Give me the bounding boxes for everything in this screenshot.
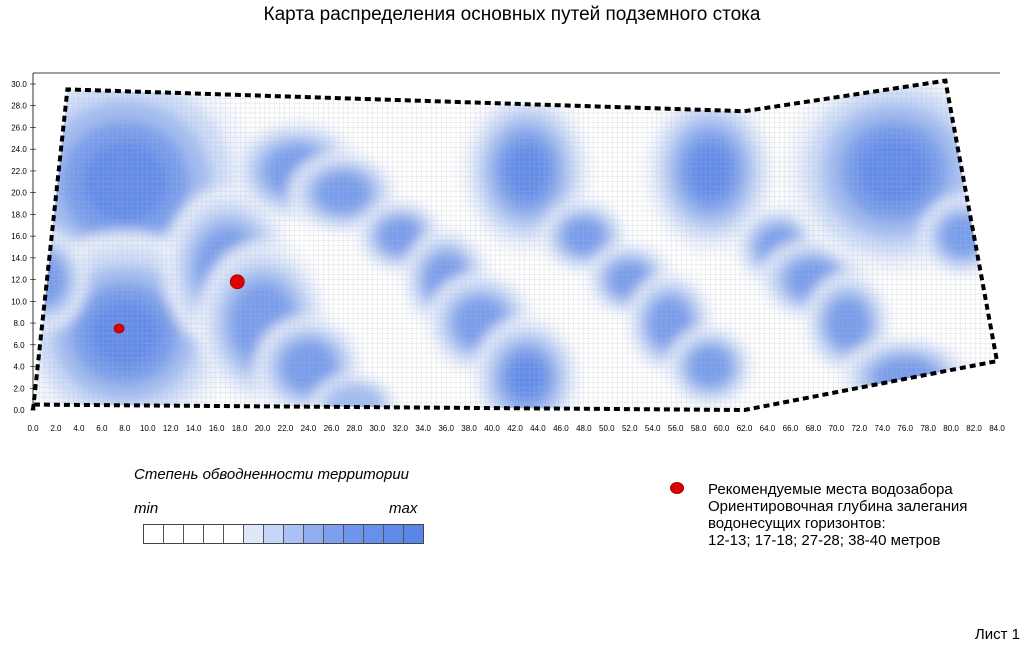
x-tick-label: 60.0 — [714, 424, 730, 433]
area-boundary — [31, 78, 1000, 413]
scale-cell — [284, 525, 304, 543]
map-frame — [32, 72, 1000, 410]
color-scale-bar — [143, 524, 424, 544]
y-tick-label: 18.0 — [11, 210, 27, 219]
scale-cell — [224, 525, 244, 543]
x-tick-label: 64.0 — [760, 424, 776, 433]
y-tick-label: 6.0 — [13, 341, 25, 350]
scale-cell — [324, 525, 344, 543]
x-tick-label: 46.0 — [553, 424, 569, 433]
x-tick-label: 8.0 — [119, 424, 131, 433]
scale-cell — [164, 525, 184, 543]
y-tick-label: 16.0 — [11, 232, 27, 241]
x-tick-label: 0.0 — [27, 424, 39, 433]
y-tick-label: 24.0 — [11, 145, 27, 154]
x-tick-label: 80.0 — [943, 424, 959, 433]
x-tick-label: 50.0 — [599, 424, 615, 433]
well-marker — [113, 323, 125, 334]
x-tick-label: 48.0 — [576, 424, 592, 433]
y-tick-label: 26.0 — [11, 123, 27, 132]
x-tick-label: 12.0 — [163, 424, 179, 433]
x-tick-label: 14.0 — [186, 424, 202, 433]
y-tick-label: 22.0 — [11, 167, 27, 176]
x-tick-label: 58.0 — [691, 424, 707, 433]
x-tick-label: 6.0 — [96, 424, 108, 433]
x-tick-label: 4.0 — [73, 424, 85, 433]
x-tick-label: 18.0 — [232, 424, 248, 433]
scale-cell — [144, 525, 164, 543]
y-tick-label: 30.0 — [11, 80, 27, 89]
x-tick-label: 52.0 — [622, 424, 638, 433]
x-tick-label: 26.0 — [324, 424, 340, 433]
x-tick-label: 54.0 — [645, 424, 661, 433]
scale-max-label: max — [389, 500, 418, 517]
legend-line: Рекомендуемые места водозабора — [708, 481, 953, 498]
scale-cell — [344, 525, 364, 543]
wells-layer — [113, 274, 245, 334]
x-tick-label: 44.0 — [530, 424, 546, 433]
x-tick-label: 74.0 — [874, 424, 890, 433]
y-tick-label: 14.0 — [11, 254, 27, 263]
scale-cell — [364, 525, 384, 543]
scale-min-label: min — [134, 500, 159, 517]
legend-line: водонесущих горизонтов: — [708, 515, 886, 532]
y-axis-ticks: 0.0 2.0 4.0 6.0 8.0 10.0 12.0 14.0 16.0 18.0 20.0 2… — [11, 80, 36, 415]
legend-line: 12-13; 17-18; 27-28; 38-40 метров — [708, 532, 941, 549]
x-tick-label: 20.0 — [255, 424, 271, 433]
y-tick-label: 4.0 — [13, 363, 25, 372]
x-tick-label: 2.0 — [50, 424, 62, 433]
well-legend-marker — [670, 482, 684, 494]
x-tick-label: 38.0 — [461, 424, 477, 433]
x-tick-label: 32.0 — [392, 424, 408, 433]
x-tick-label: 82.0 — [966, 424, 982, 433]
well-marker — [229, 274, 245, 290]
y-tick-label: 0.0 — [13, 406, 25, 415]
x-axis-ticks: 0.0 2.0 4.0 6.0 8.0 10.0 12.0 14.0 16.0 18.0 20.0 2… — [27, 424, 1005, 433]
scale-title: Степень обводненности территории — [134, 466, 410, 483]
scale-cell — [404, 525, 423, 543]
x-tick-label: 36.0 — [438, 424, 454, 433]
x-tick-label: 56.0 — [668, 424, 684, 433]
x-tick-label: 62.0 — [737, 424, 753, 433]
y-tick-label: 10.0 — [11, 297, 27, 306]
y-tick-label: 20.0 — [11, 189, 27, 198]
x-tick-label: 84.0 — [989, 424, 1005, 433]
zones-layer — [33, 80, 997, 410]
x-tick-label: 42.0 — [507, 424, 523, 433]
scale-cell — [244, 525, 264, 543]
x-tick-label: 66.0 — [783, 424, 799, 433]
x-tick-label: 34.0 — [415, 424, 431, 433]
legend-line: Ориентировочная глубина залегания — [708, 498, 968, 515]
x-tick-label: 76.0 — [897, 424, 913, 433]
scale-cell — [264, 525, 284, 543]
x-tick-label: 24.0 — [301, 424, 317, 433]
x-tick-label: 22.0 — [278, 424, 294, 433]
groundwater-map: 0.0 2.0 4.0 6.0 8.0 10.0 12.0 14.0 16.0 18.0 20.0 2… — [11, 72, 1005, 433]
legend-text: Рекомендуемые места водозабора Ориентиро… — [708, 481, 967, 549]
x-tick-label: 10.0 — [140, 424, 156, 433]
x-tick-label: 72.0 — [851, 424, 867, 433]
x-tick-label: 16.0 — [209, 424, 225, 433]
scale-cell — [304, 525, 324, 543]
x-tick-label: 40.0 — [484, 424, 500, 433]
scale-cell — [384, 525, 404, 543]
x-tick-label: 28.0 — [347, 424, 363, 433]
x-tick-label: 68.0 — [806, 424, 822, 433]
scale-cell — [184, 525, 204, 543]
x-tick-label: 30.0 — [369, 424, 385, 433]
x-tick-label: 70.0 — [829, 424, 845, 433]
y-tick-label: 8.0 — [13, 319, 25, 328]
y-tick-label: 12.0 — [11, 276, 27, 285]
scale-cell — [204, 525, 224, 543]
y-tick-label: 2.0 — [13, 384, 25, 393]
y-tick-label: 28.0 — [11, 102, 27, 111]
map-title: Карта распределения основных путей подзе… — [263, 4, 761, 25]
x-tick-label: 78.0 — [920, 424, 936, 433]
sheet-label: Лист 1 — [974, 626, 1020, 643]
